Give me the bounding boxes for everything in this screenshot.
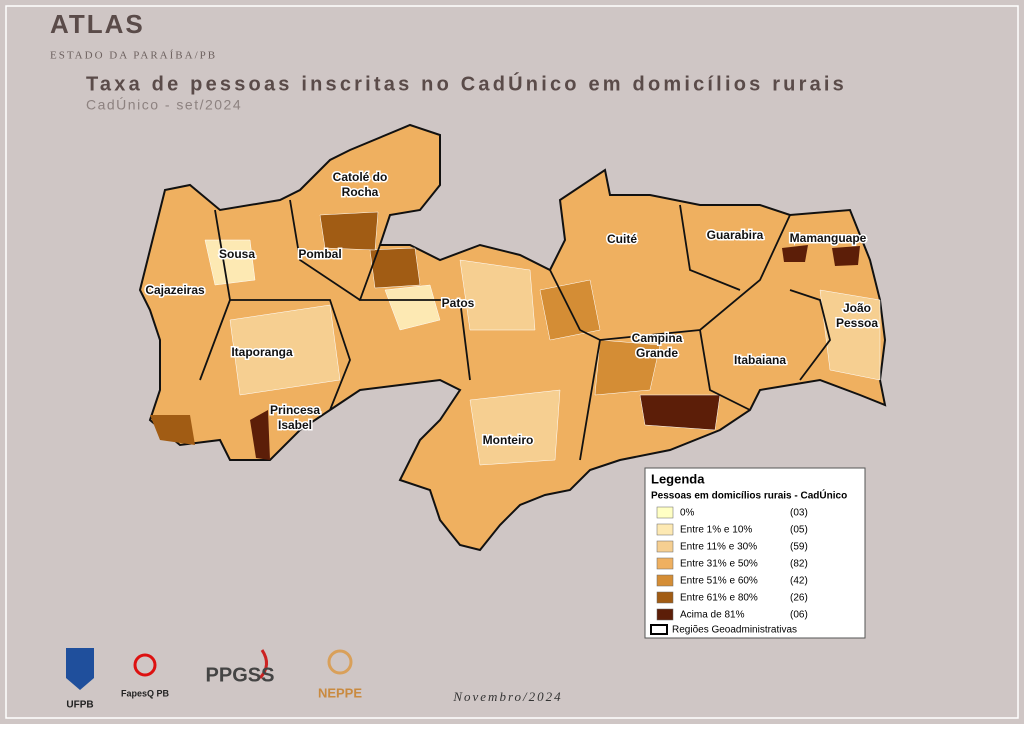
municipality — [150, 415, 195, 445]
ufpb-shield — [66, 648, 94, 690]
legend-count: (03) — [790, 508, 808, 519]
legend-label: Acima de 81% — [680, 610, 745, 621]
legend-count: (82) — [790, 559, 808, 570]
municipality — [384, 284, 441, 331]
region-label: Monteiro — [483, 433, 534, 447]
neppe-icon — [327, 649, 353, 675]
region-labels: Catolé do Rocha Sousa Pombal Cajazeiras Patos… — [144, 169, 880, 449]
legend-count: (59) — [790, 542, 808, 553]
region-label: Itaporanga — [231, 345, 293, 359]
region-label: Guarabira — [707, 228, 764, 242]
logos: UFPB FapesQ PB PPGSS NEPPE — [66, 648, 362, 711]
municipality — [459, 259, 536, 331]
map-subtitle: CadÚnico - set/2024 — [86, 97, 242, 113]
legend-label: Entre 61% e 80% — [680, 593, 758, 604]
legend-label: Entre 31% e 50% — [680, 559, 758, 570]
legend-boundary-swatch — [650, 624, 668, 635]
atlas-title: ATLAS — [50, 9, 145, 39]
atlas-subtitle: ESTADO DA PARAÍBA/PB — [50, 50, 217, 62]
region-border — [679, 204, 741, 291]
region-label: Cuité — [607, 232, 637, 246]
footer-date: Novembro/2024 — [452, 689, 562, 704]
legend-swatch — [656, 540, 674, 553]
region-label: Campina Grande — [632, 331, 683, 360]
region-label: Cajazeiras — [145, 283, 205, 297]
region-border — [699, 329, 751, 411]
legend-items: 0% (03) Entre 1% e 10% (05) Entre 11% e 30% (… — [650, 506, 808, 636]
municipality — [782, 245, 808, 262]
municipality — [250, 410, 270, 460]
municipality — [639, 394, 721, 431]
frame — [5, 5, 1019, 719]
legend-label: Entre 1% e 10% — [680, 525, 752, 536]
legend-label: Entre 11% e 30% — [680, 542, 757, 553]
region-label: Patos — [442, 296, 475, 310]
region-border — [230, 299, 351, 411]
region-border — [289, 199, 361, 301]
legend-swatch — [656, 591, 674, 604]
region-border — [549, 269, 601, 461]
legend-label: Entre 51% e 60% — [680, 576, 758, 587]
region-label: Itabaiana — [734, 353, 786, 367]
municipality — [369, 247, 421, 289]
region-label: Mamanguape — [790, 231, 867, 245]
municipality — [832, 246, 860, 266]
region-label: Sousa — [219, 247, 255, 261]
legend-swatch — [656, 608, 674, 621]
region-border — [789, 289, 831, 381]
legend-swatch — [656, 523, 674, 536]
legend-count: (26) — [790, 593, 808, 604]
legend-count: (06) — [790, 610, 808, 621]
logo-text: FapesQ PB — [121, 688, 170, 698]
legend-swatch — [656, 506, 674, 519]
municipality — [319, 211, 379, 251]
legend-boundary: Regiões Geoadministrativas — [672, 625, 797, 636]
state-map — [138, 123, 887, 552]
region-label: Princesa Isabel — [270, 403, 320, 432]
legend-swatch — [656, 574, 674, 587]
legend-swatch — [656, 557, 674, 570]
municipality — [469, 389, 561, 466]
region-label: João Pessoa — [836, 301, 878, 330]
municipality — [229, 304, 341, 396]
logo-text: NEPPE — [318, 685, 362, 700]
legend-title: Legenda — [651, 471, 705, 486]
map-title: Taxa de pessoas inscritas no CadÚnico em… — [86, 71, 847, 95]
ppgss-icon — [258, 649, 268, 680]
fapesq-icon — [133, 653, 157, 677]
legend-count: (05) — [790, 525, 808, 536]
region-border — [599, 214, 791, 341]
municipality — [594, 339, 661, 396]
legend-count: (42) — [790, 576, 808, 587]
region-border — [358, 244, 471, 381]
logo-text: UFPB — [66, 700, 93, 711]
municipality — [204, 239, 256, 286]
legend-label: 0% — [680, 508, 695, 519]
logo-text: PPGSS — [206, 664, 275, 686]
region-label: Catolé do Rocha — [333, 170, 388, 199]
region-label: Pombal — [298, 247, 341, 261]
legend-subtitle: Pessoas em domicílios rurais - CadÚnico — [651, 489, 847, 502]
legend-box — [644, 467, 866, 639]
